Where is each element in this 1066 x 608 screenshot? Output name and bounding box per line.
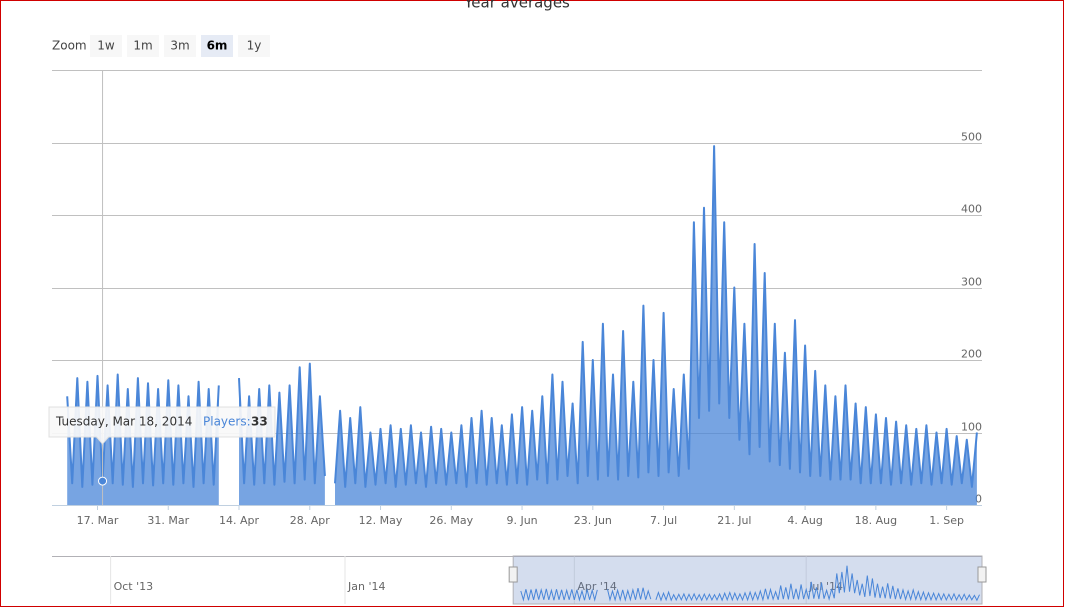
zoom-button[interactable] [201, 35, 233, 57]
area-fill [67, 146, 977, 505]
navigator-handle[interactable] [977, 566, 987, 583]
x-tick-label: 23. Jun [574, 514, 612, 527]
zoom-button-label[interactable]: 1y [247, 39, 262, 53]
y-tick-label: 300 [961, 276, 982, 289]
zoom-button[interactable] [127, 35, 159, 57]
hover-marker [98, 476, 108, 486]
x-tick-label: 1. Sep [929, 514, 964, 527]
tooltip-date: Tuesday, Mar 18, 2014 [55, 415, 192, 429]
navigator-series [520, 565, 980, 602]
tooltip-value: 33 [251, 415, 268, 429]
y-tick-label: 0 [975, 493, 982, 506]
zoom-button-label[interactable]: 3m [170, 39, 189, 53]
zoom-button-label[interactable]: 1m [133, 39, 152, 53]
y-tick-label: 200 [961, 348, 982, 361]
chart-title: Year averages [463, 0, 570, 12]
series-line [66, 145, 978, 488]
zoom-button[interactable] [164, 35, 196, 57]
navigator-tick-label: Oct '13 [114, 580, 154, 593]
y-tick-label: 500 [961, 131, 982, 144]
zoom-button-label[interactable]: 6m [207, 39, 228, 53]
x-tick-label: 28. Apr [290, 514, 330, 527]
x-tick-label: 21. Jul [717, 514, 751, 527]
tooltip-box [48, 406, 276, 445]
x-tick-label: 4. Aug [787, 514, 822, 527]
x-tick-label: 18. Aug [855, 514, 897, 527]
x-tick-label: 31. Mar [147, 514, 189, 527]
navigator-tick-label: Jan '14 [347, 580, 385, 593]
y-tick-label: 400 [961, 203, 982, 216]
y-tick-label: 100 [961, 421, 982, 434]
navigator-handle[interactable] [508, 566, 518, 583]
zoom-button[interactable] [238, 35, 270, 57]
zoom-button-label[interactable]: 1w [97, 39, 115, 53]
x-tick-label: 17. Mar [77, 514, 119, 527]
x-tick-label: 7. Jul [650, 514, 677, 527]
x-tick-label: 14. Apr [219, 514, 259, 527]
zoom-label: Zoom [52, 39, 87, 53]
zoom-button[interactable] [90, 35, 122, 57]
x-tick-label: 26. May [429, 514, 473, 527]
tooltip-series-label: Players: [203, 415, 251, 429]
x-tick-label: 12. May [359, 514, 403, 527]
x-tick-label: 9. Jun [506, 514, 537, 527]
